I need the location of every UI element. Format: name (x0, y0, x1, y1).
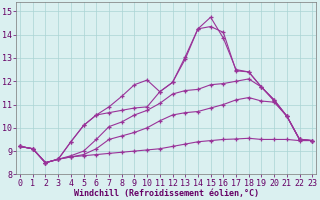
X-axis label: Windchill (Refroidissement éolien,°C): Windchill (Refroidissement éolien,°C) (74, 189, 259, 198)
